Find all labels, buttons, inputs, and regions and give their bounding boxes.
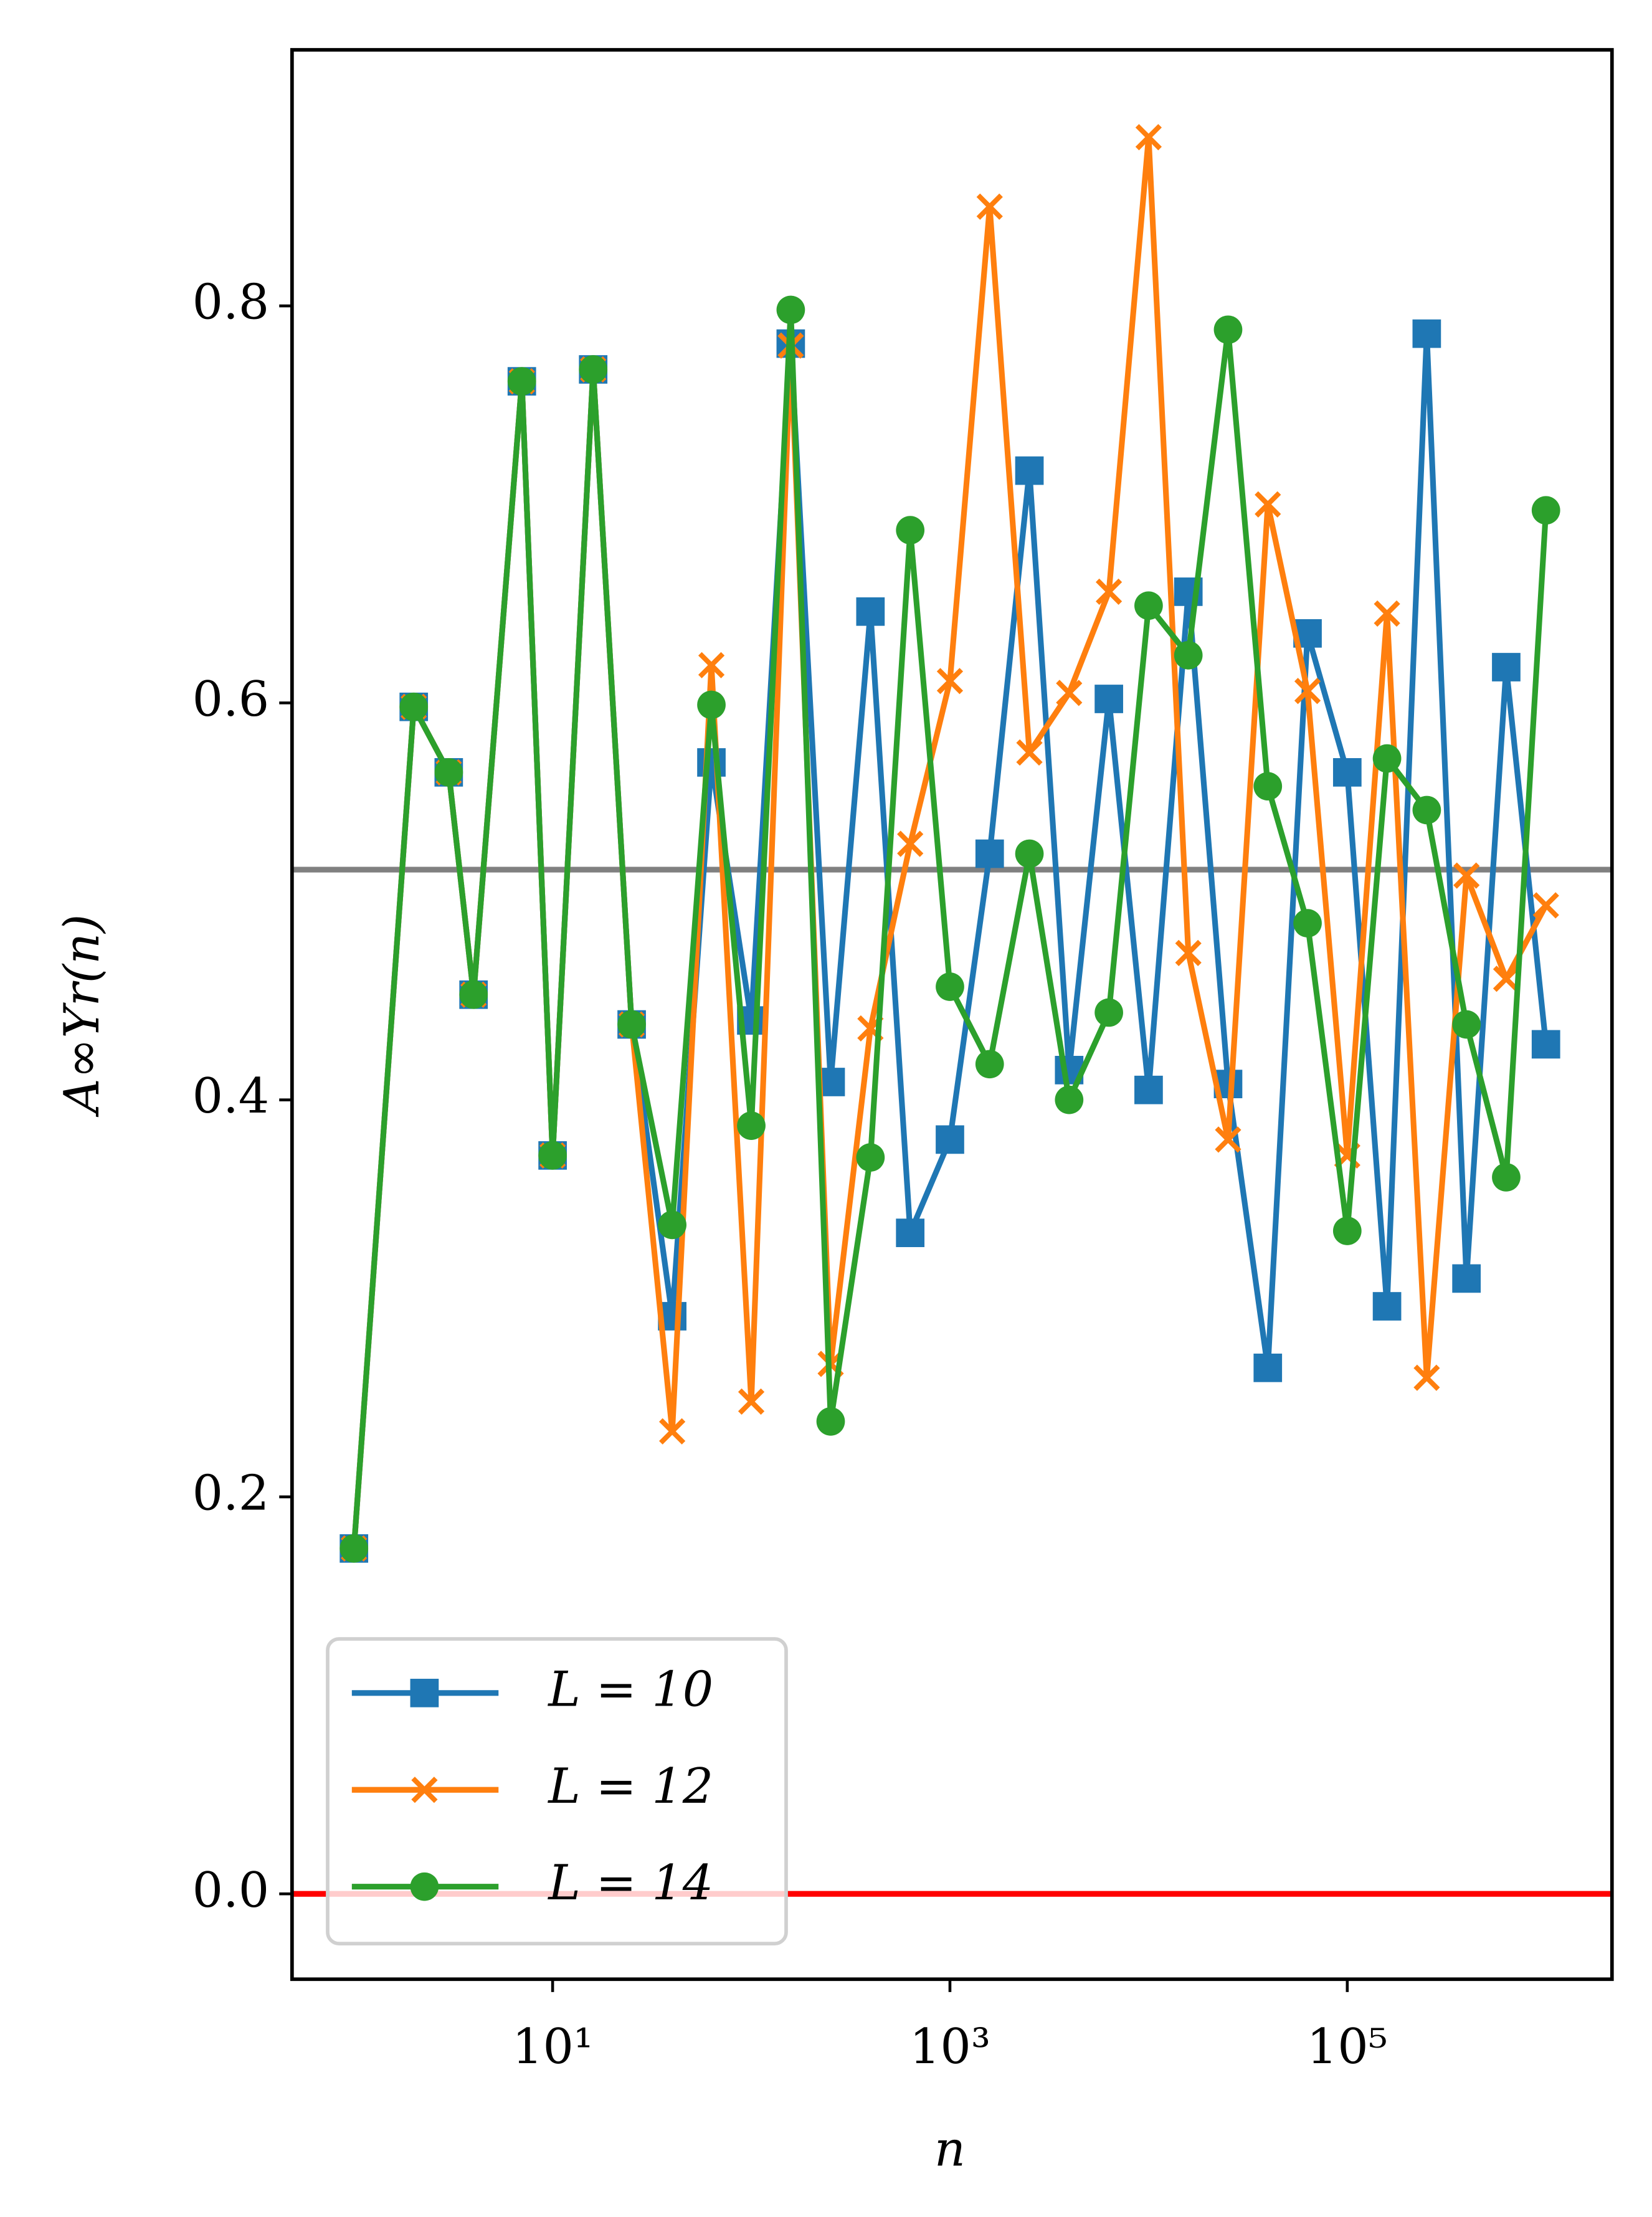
marker [1094, 685, 1123, 713]
y-tick-label: 0.0 [192, 1863, 270, 1919]
marker [936, 668, 964, 695]
x-axis-label: n [934, 2122, 966, 2178]
marker [1332, 1217, 1362, 1245]
marker [856, 597, 885, 626]
marker [897, 830, 924, 857]
x-tick-label: 10³ [909, 2019, 990, 2075]
legend-label: L = 10 [547, 1661, 713, 1717]
marker [776, 295, 805, 325]
marker [1094, 998, 1123, 1027]
marker [975, 1050, 1004, 1079]
y-tick-label: 0.8 [192, 275, 270, 331]
marker [1253, 772, 1283, 801]
marker [1493, 966, 1520, 992]
marker [1096, 578, 1123, 605]
legend-label: L = 14 [547, 1855, 713, 1911]
marker [1413, 1364, 1440, 1391]
marker [697, 690, 726, 719]
marker [411, 1777, 438, 1803]
marker [976, 193, 1003, 220]
marker [1453, 862, 1480, 889]
marker [1255, 491, 1281, 518]
marker [507, 367, 536, 396]
y-axis-label: A∞Yr(n) [54, 914, 110, 1118]
marker [1531, 496, 1560, 525]
marker [1174, 641, 1203, 670]
marker [896, 516, 925, 544]
marker [617, 1010, 646, 1039]
marker [896, 1218, 925, 1248]
marker [975, 839, 1004, 868]
plot-area [292, 124, 1612, 1897]
series-line [351, 306, 1549, 1549]
marker [1134, 1075, 1163, 1104]
marker [1532, 892, 1559, 919]
legend-box [326, 1637, 788, 1945]
marker [1293, 909, 1322, 938]
marker [1452, 1264, 1481, 1293]
marker [1056, 680, 1083, 706]
marker [1175, 939, 1202, 966]
marker [1452, 1010, 1481, 1039]
marker [410, 1678, 439, 1707]
marker [1213, 315, 1243, 344]
marker [658, 1210, 686, 1240]
marker [816, 1407, 845, 1436]
marker [737, 1111, 766, 1140]
marker [1372, 744, 1402, 773]
marker [459, 980, 488, 1009]
marker [1134, 591, 1163, 620]
marker [697, 748, 726, 777]
marker [579, 355, 608, 384]
marker [1215, 1126, 1241, 1153]
marker [856, 1143, 885, 1172]
marker [698, 652, 725, 678]
marker [1332, 758, 1362, 787]
legend-label: L = 12 [547, 1759, 713, 1815]
marker [1374, 600, 1400, 627]
marker [538, 1141, 567, 1170]
marker [1531, 1030, 1560, 1059]
y-tick-label: 0.6 [192, 672, 270, 728]
marker [1412, 319, 1441, 348]
x-tick-label: 10⁵ [1307, 2019, 1388, 2075]
marker [1372, 1292, 1402, 1321]
y-tick-label: 0.2 [192, 1465, 270, 1521]
marker [1492, 653, 1521, 681]
marker [410, 1872, 439, 1901]
marker [399, 692, 429, 721]
marker [936, 1125, 964, 1154]
marker [1492, 1163, 1521, 1192]
marker [1294, 678, 1321, 705]
x-tick-label: 10¹ [512, 2019, 593, 2075]
marker [1015, 456, 1044, 485]
series-line [351, 331, 1549, 1549]
marker [1015, 839, 1044, 868]
marker [339, 1534, 369, 1563]
marker [936, 972, 964, 1001]
y-tick-label: 0.4 [192, 1068, 270, 1124]
marker [1016, 739, 1043, 766]
axes-frame [290, 48, 1614, 1982]
marker [738, 1388, 765, 1415]
series-line [351, 134, 1549, 1549]
marker [1412, 795, 1441, 825]
marker [659, 1418, 686, 1445]
marker [1253, 1353, 1283, 1382]
marker [434, 758, 463, 787]
marker [1055, 1085, 1084, 1114]
marker [1135, 124, 1162, 151]
